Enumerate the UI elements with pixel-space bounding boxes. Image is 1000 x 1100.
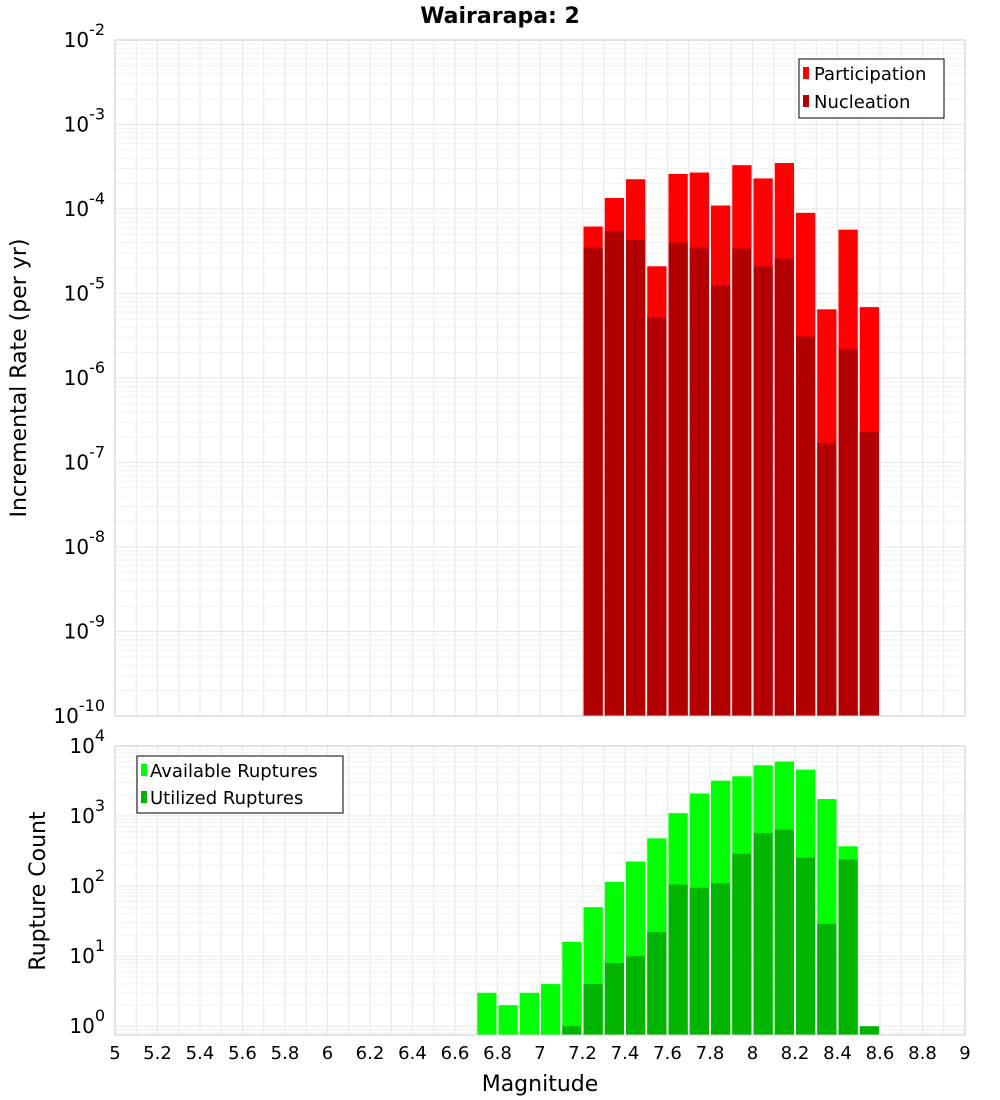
top-plot-frame bbox=[114, 39, 966, 717]
x-tick-label: 6.4 bbox=[398, 1043, 427, 1064]
y-tick-label: 101 bbox=[69, 936, 105, 968]
y-tick-label: 10-4 bbox=[64, 189, 105, 221]
y-tick-label: 10-6 bbox=[64, 358, 105, 390]
x-tick-label: 5.4 bbox=[186, 1043, 215, 1064]
bottom-legend-box bbox=[136, 755, 344, 814]
x-tick-label: 6.2 bbox=[356, 1043, 385, 1064]
y-tick-label: 10-5 bbox=[64, 274, 105, 306]
y-tick-label: 10-7 bbox=[64, 443, 105, 475]
bottom-y-axis-title: Rupture Count bbox=[26, 811, 51, 971]
legend-swatch-available bbox=[141, 764, 147, 776]
x-tick-label: 9 bbox=[959, 1043, 970, 1064]
bar-utilized-ruptures bbox=[732, 853, 752, 1035]
top-plot: 10-2 10-3 10-4 10-5 10-6 10-7 10-8 10-9 10-10 In… bbox=[7, 20, 966, 728]
x-tick-label: 7.2 bbox=[568, 1043, 597, 1064]
bar-utilized-ruptures bbox=[711, 883, 731, 1035]
legend-swatch-participation bbox=[803, 67, 809, 79]
x-tick-label: 8.8 bbox=[908, 1043, 937, 1064]
bar-available-ruptures bbox=[541, 984, 561, 1035]
y-tick-label: 10-8 bbox=[64, 527, 105, 559]
bottom-bars bbox=[477, 761, 879, 1035]
y-tick-label: 103 bbox=[69, 796, 105, 828]
top-y-axis-title: Incremental Rate (per yr) bbox=[7, 239, 32, 518]
bar-nucleation bbox=[668, 242, 688, 717]
bar-available-ruptures bbox=[498, 1005, 518, 1035]
bottom-legend: Available Ruptures Utilized Ruptures bbox=[136, 755, 344, 814]
x-tick-label: 7.8 bbox=[696, 1043, 725, 1064]
bar-utilized-ruptures bbox=[774, 829, 794, 1035]
bar-available-ruptures bbox=[519, 992, 539, 1035]
bar-nucleation bbox=[689, 247, 709, 716]
bar-utilized-ruptures bbox=[796, 857, 816, 1035]
bar-utilized-ruptures bbox=[838, 859, 858, 1035]
chart-title: Wairarapa: 2 bbox=[420, 4, 580, 29]
y-tick-label: 10-9 bbox=[64, 612, 105, 644]
bar-utilized-ruptures bbox=[859, 1026, 879, 1035]
bar-nucleation bbox=[647, 317, 667, 716]
y-tick-label: 10-3 bbox=[64, 105, 105, 137]
bottom-x-ticks: 5 5.2 5.4 5.6 5.8 6 6.2 6.4 6.6 6.8 7 7.2 7.4 7.6 7.8 8… bbox=[109, 1043, 970, 1064]
bar-nucleation bbox=[817, 443, 837, 716]
x-tick-label: 6.8 bbox=[483, 1043, 512, 1064]
bar-utilized-ruptures bbox=[626, 956, 646, 1035]
x-tick-label: 5 bbox=[109, 1043, 120, 1064]
bar-nucleation bbox=[859, 431, 879, 716]
x-tick-label: 5.6 bbox=[228, 1043, 257, 1064]
x-tick-label: 7.6 bbox=[653, 1043, 682, 1064]
top-bars bbox=[583, 163, 879, 717]
top-legend-box bbox=[798, 58, 945, 119]
y-tick-label: 10-2 bbox=[64, 20, 105, 52]
bar-utilized-ruptures bbox=[753, 833, 773, 1035]
legend-label-available: Available Ruptures bbox=[150, 761, 318, 782]
top-y-ticks: 10-2 10-3 10-4 10-5 10-6 10-7 10-8 10-9 10-10 bbox=[53, 20, 105, 728]
bottom-plot: 104 103 102 101 100 5 5.2 5.4 5.6 5.8 6 6.2 6.4 6.6 6… bbox=[26, 726, 971, 1097]
bar-utilized-ruptures bbox=[817, 923, 837, 1035]
y-tick-label: 10-10 bbox=[53, 696, 105, 728]
legend-swatch-utilized bbox=[141, 791, 147, 803]
bar-nucleation bbox=[732, 248, 752, 716]
top-grid bbox=[114, 39, 966, 717]
x-tick-label: 8 bbox=[747, 1043, 758, 1064]
legend-swatch-nucleation bbox=[803, 95, 809, 107]
bar-nucleation bbox=[711, 285, 731, 716]
y-tick-label: 102 bbox=[69, 866, 105, 898]
legend-label-nucleation: Nucleation bbox=[814, 92, 910, 113]
x-tick-label: 7.4 bbox=[611, 1043, 640, 1064]
bar-utilized-ruptures bbox=[647, 932, 667, 1035]
legend-label-utilized: Utilized Ruptures bbox=[150, 788, 303, 809]
bar-available-ruptures bbox=[562, 941, 582, 1035]
bar-utilized-ruptures bbox=[583, 984, 603, 1035]
bar-utilized-ruptures bbox=[689, 887, 709, 1035]
x-tick-label: 7 bbox=[534, 1043, 545, 1064]
bar-nucleation bbox=[626, 239, 646, 716]
x-tick-label: 5.8 bbox=[271, 1043, 300, 1064]
bar-nucleation bbox=[838, 349, 858, 716]
bar-nucleation bbox=[583, 247, 603, 716]
x-tick-label: 8.6 bbox=[866, 1043, 895, 1064]
x-tick-label: 6 bbox=[322, 1043, 333, 1064]
bar-utilized-ruptures bbox=[562, 1026, 582, 1035]
bottom-y-ticks: 104 103 102 101 100 bbox=[69, 726, 105, 1038]
y-tick-label: 100 bbox=[69, 1006, 105, 1038]
x-tick-label: 6.6 bbox=[441, 1043, 470, 1064]
x-tick-label: 5.2 bbox=[143, 1043, 172, 1064]
bar-nucleation bbox=[796, 336, 816, 716]
x-tick-label: 8.4 bbox=[823, 1043, 852, 1064]
bar-utilized-ruptures bbox=[604, 962, 624, 1035]
bottom-plot-frame bbox=[114, 745, 966, 1036]
bar-available-ruptures bbox=[477, 992, 497, 1035]
legend-label-participation: Participation bbox=[814, 64, 926, 85]
bar-utilized-ruptures bbox=[668, 884, 688, 1035]
x-axis-title: Magnitude bbox=[482, 1072, 599, 1097]
y-tick-label: 104 bbox=[69, 726, 105, 758]
bar-nucleation bbox=[753, 266, 773, 716]
top-legend: Participation Nucleation bbox=[798, 58, 945, 119]
x-tick-label: 8.2 bbox=[781, 1043, 810, 1064]
bar-nucleation bbox=[774, 258, 794, 716]
bar-nucleation bbox=[604, 230, 624, 717]
